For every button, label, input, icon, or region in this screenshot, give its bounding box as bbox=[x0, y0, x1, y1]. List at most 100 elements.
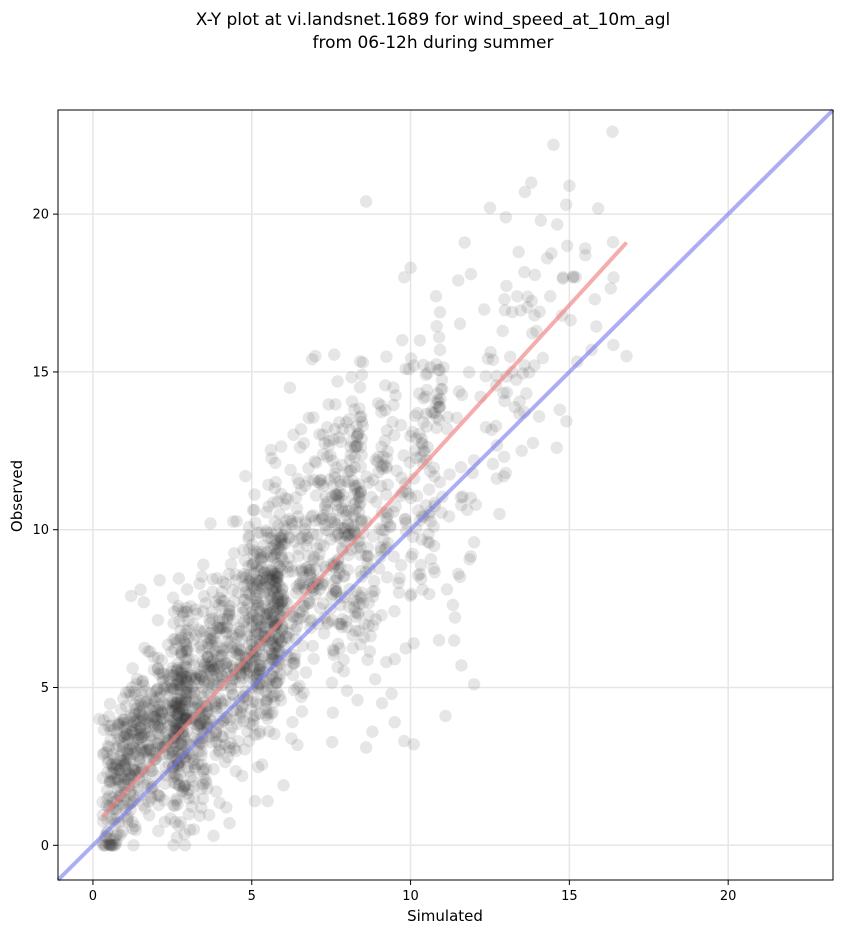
scatter-point bbox=[255, 758, 269, 771]
scatter-point bbox=[419, 499, 433, 512]
scatter-point bbox=[313, 602, 327, 615]
scatter-point bbox=[367, 473, 380, 487]
scatter-point bbox=[337, 569, 351, 582]
scatter-point bbox=[307, 473, 320, 486]
scatter-point bbox=[243, 575, 256, 588]
scatter-point bbox=[242, 529, 256, 542]
scatter-point bbox=[275, 635, 288, 648]
scatter-point bbox=[198, 714, 211, 727]
scatter-point bbox=[251, 611, 264, 624]
scatter-point bbox=[338, 495, 352, 508]
scatter-point bbox=[211, 669, 224, 682]
scatter-point bbox=[261, 677, 275, 691]
scatter-point bbox=[253, 725, 267, 738]
scatter-point bbox=[143, 702, 157, 715]
scatter-point bbox=[378, 524, 391, 537]
scatter-point bbox=[263, 578, 276, 591]
regression-line bbox=[100, 241, 629, 819]
scatter-point bbox=[217, 594, 231, 608]
scatter-point bbox=[267, 639, 280, 652]
scatter-point bbox=[182, 614, 195, 628]
scatter-point bbox=[204, 664, 218, 677]
scatter-point bbox=[521, 301, 534, 314]
scatter-point bbox=[178, 828, 191, 841]
scatter-point bbox=[511, 290, 524, 303]
scatter-point bbox=[292, 582, 305, 596]
scatter-point bbox=[206, 624, 219, 637]
scatter-point bbox=[179, 685, 192, 699]
scatter-point bbox=[210, 660, 223, 673]
scatter-point bbox=[273, 560, 287, 573]
scatter-point bbox=[267, 597, 280, 610]
scatter-point bbox=[342, 413, 356, 426]
scatter-point bbox=[354, 355, 367, 368]
scatter-point bbox=[373, 522, 386, 535]
scatter-point bbox=[289, 491, 303, 504]
scatter-point bbox=[260, 608, 273, 621]
scatter-point bbox=[354, 485, 367, 499]
scatter-point bbox=[313, 428, 326, 441]
scatter-point bbox=[188, 760, 201, 774]
scatter-point bbox=[131, 699, 145, 712]
scatter-point bbox=[133, 721, 146, 735]
scatter-point bbox=[119, 686, 133, 699]
scatter-point bbox=[268, 647, 281, 660]
scatter-point bbox=[124, 709, 137, 722]
scatter-point bbox=[306, 639, 319, 653]
scatter-point bbox=[203, 627, 217, 640]
scatter-point bbox=[189, 671, 202, 684]
scatter-point bbox=[263, 607, 277, 620]
scatter-point bbox=[272, 519, 285, 532]
scatter-point bbox=[265, 680, 278, 694]
scatter-point bbox=[243, 612, 256, 625]
scatter-point bbox=[564, 314, 577, 327]
scatter-point bbox=[170, 831, 183, 844]
scatter-point bbox=[275, 440, 288, 453]
scatter-point bbox=[179, 708, 193, 721]
scatter-point bbox=[205, 632, 218, 645]
scatter-point bbox=[534, 214, 547, 227]
scatter-point bbox=[121, 815, 134, 828]
scatter-point bbox=[204, 659, 217, 673]
scatter-point bbox=[328, 423, 341, 436]
scatter-points bbox=[93, 125, 633, 852]
scatter-point bbox=[112, 717, 125, 731]
scatter-point bbox=[103, 838, 116, 851]
scatter-point bbox=[273, 598, 286, 612]
scatter-point bbox=[135, 730, 148, 744]
scatter-point bbox=[560, 415, 573, 428]
scatter-point bbox=[496, 324, 509, 338]
scatter-point bbox=[209, 644, 222, 658]
scatter-point bbox=[158, 679, 171, 693]
scatter-point bbox=[499, 466, 512, 480]
scatter-point bbox=[191, 677, 204, 690]
scatter-point bbox=[167, 776, 180, 789]
scatter-point bbox=[107, 723, 120, 736]
scatter-point bbox=[114, 749, 127, 763]
scatter-point bbox=[245, 620, 259, 633]
scatter-point bbox=[424, 515, 437, 528]
scatter-point bbox=[348, 479, 361, 492]
scatter-point bbox=[366, 619, 380, 632]
scatter-point bbox=[105, 839, 118, 852]
scatter-point bbox=[205, 612, 219, 625]
scatter-point bbox=[189, 693, 202, 706]
scatter-point bbox=[214, 695, 227, 708]
scatter-point bbox=[277, 779, 290, 792]
scatter-point bbox=[241, 578, 254, 591]
scatter-point bbox=[343, 600, 356, 614]
scatter-point bbox=[121, 717, 134, 730]
scatter-point bbox=[177, 739, 190, 752]
scatter-point bbox=[202, 808, 216, 822]
scatter-point bbox=[142, 795, 155, 808]
scatter-point bbox=[355, 432, 368, 445]
scatter-point bbox=[133, 755, 146, 768]
scatter-point bbox=[280, 514, 293, 527]
scatter-point bbox=[242, 520, 256, 534]
scatter-point bbox=[216, 575, 230, 589]
scatter-point bbox=[207, 829, 220, 842]
scatter-point bbox=[264, 707, 277, 720]
scatter-point bbox=[216, 730, 229, 744]
scatter-point bbox=[249, 625, 262, 639]
scatter-point bbox=[172, 717, 185, 731]
